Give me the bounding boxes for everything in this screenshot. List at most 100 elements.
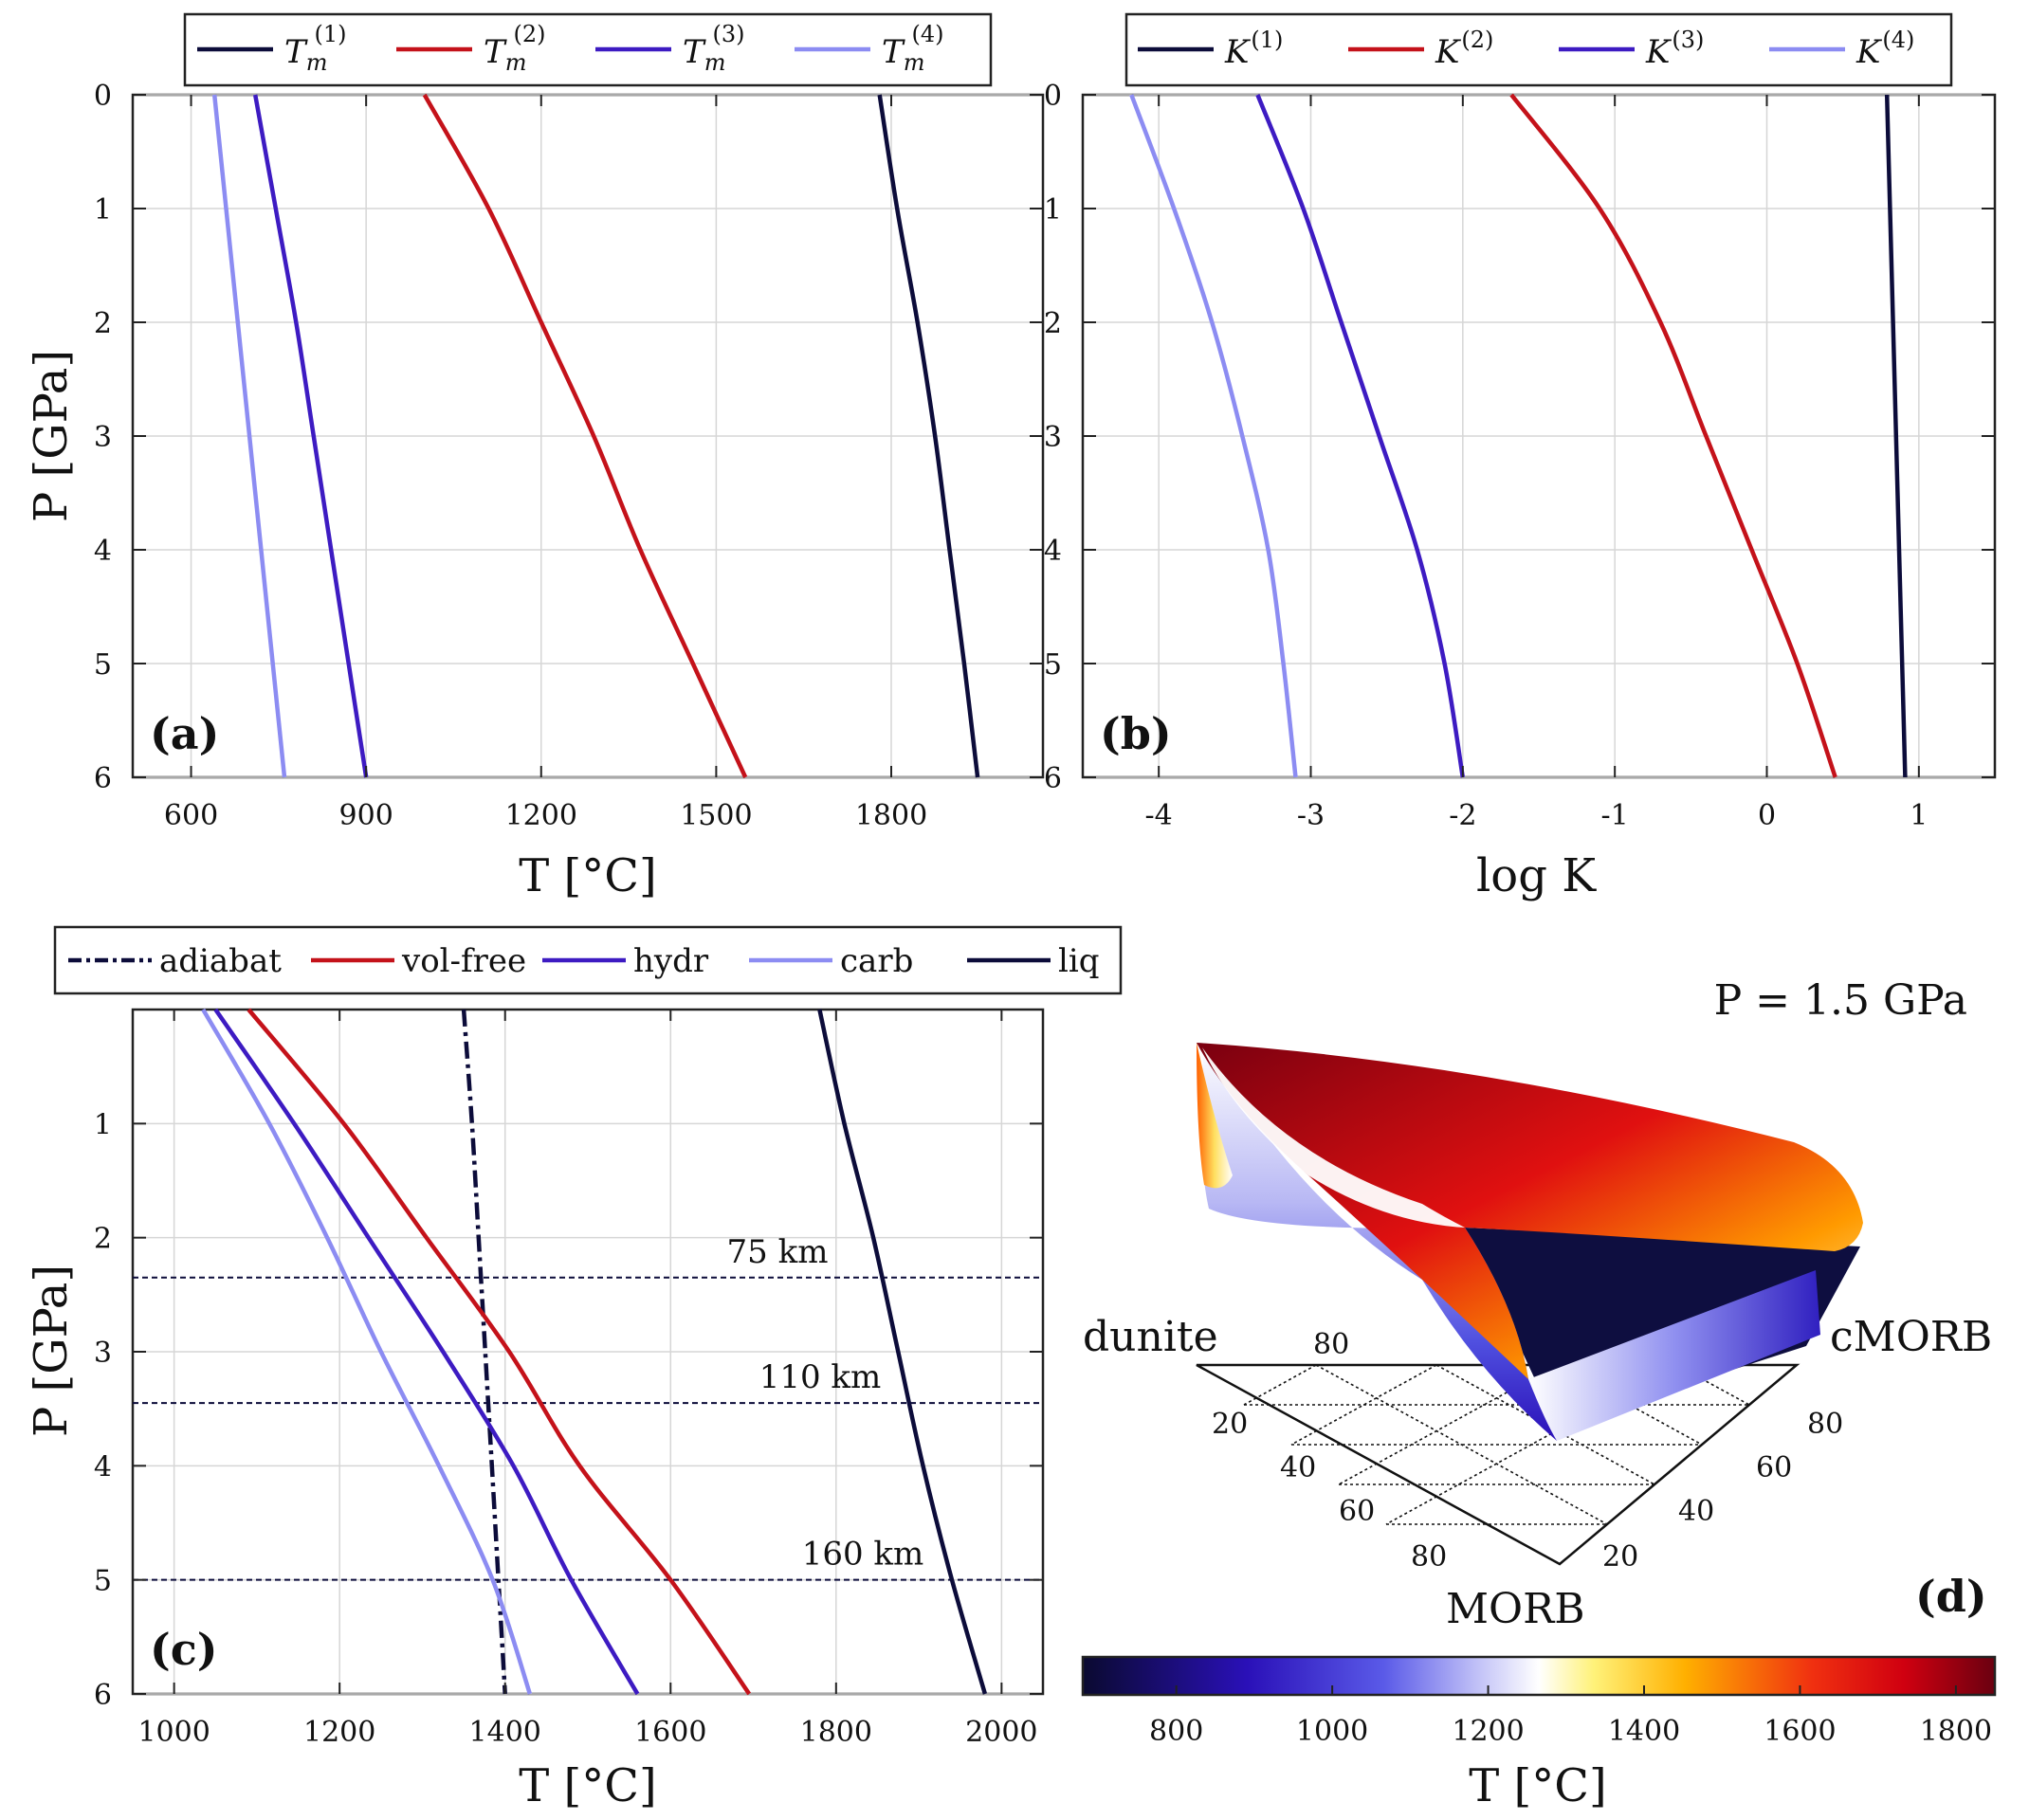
ternary-tick-left-20: 20: [1212, 1408, 1248, 1441]
panel-c-series: [201, 1008, 988, 1696]
colorbar-tick-label: 800: [1149, 1715, 1203, 1748]
panel-a-letter: (a): [150, 708, 219, 759]
panel-a-series: [211, 93, 980, 778]
y-tick-label: 0: [1044, 80, 1062, 113]
panel-c-letter: (c): [150, 1624, 218, 1675]
y-tick-label: 3: [94, 1337, 112, 1370]
depth-label: 110 km: [759, 1358, 882, 1396]
surface-left-edge: [1197, 1043, 1233, 1189]
series-line: [247, 1008, 752, 1696]
colorbar-tick-label: 1200: [1452, 1715, 1524, 1748]
legend-entry: K(4): [1855, 27, 1914, 71]
y-tick-label: 3: [1044, 421, 1062, 454]
legend-entry: Tm(3): [683, 21, 744, 76]
ternary-tick-top-80: 80: [1313, 1328, 1349, 1361]
series-line: [817, 1009, 988, 1695]
panel-c-legend: adiabat vol-free hydr carb liq: [53, 925, 1123, 995]
panel-c-legend-box: [53, 925, 1123, 995]
panel-b-ticks: -4 -3 -2 -1 0 1 0 1 2 3 4 5 6: [1044, 80, 1995, 832]
ternary-vertex-dunite: dunite: [1083, 1313, 1218, 1361]
ternary-vertex-cmorb: cMORB: [1830, 1313, 1992, 1361]
surface-left-side: [1200, 1043, 1557, 1441]
colorbar: 800 1000 1200 1400 1600 1800 T [°C]: [1081, 1655, 1997, 1812]
panel-c-y-axis-label: P [GPa]: [25, 1265, 78, 1437]
panel-b-letter: (b): [1100, 708, 1172, 759]
panel-a: 600 900 1200 1500 1800 0 1 2 3 4 5 6 T [°C] P [GPa]…: [25, 12, 1045, 902]
x-tick-label: 1800: [800, 1716, 872, 1749]
y-tick-label: 4: [1044, 535, 1062, 568]
colorbar-tick-label: 1600: [1764, 1715, 1836, 1748]
panel-b-x-axis-label: log K: [1476, 849, 1597, 902]
x-tick-label: 1200: [303, 1716, 375, 1749]
legend-entry: K(3): [1645, 27, 1704, 71]
x-tick-label: 600: [164, 799, 218, 832]
panel-b-series: [1129, 93, 1908, 778]
panel-c-depth-lines: 75 km 110 km 160 km: [133, 1233, 1043, 1581]
y-tick-label: 6: [1044, 762, 1062, 795]
colorbar-gradient: [1081, 1655, 1997, 1697]
x-tick-label: 0: [1758, 799, 1776, 832]
x-tick-label: -4: [1145, 799, 1173, 832]
y-tick-label: 4: [94, 1450, 112, 1483]
ternary-vertex-morb: MORB: [1446, 1585, 1585, 1633]
colorbar-label: T [°C]: [1469, 1759, 1606, 1812]
ternary-tick-right-20: 20: [1602, 1540, 1638, 1574]
legend-entry: liq: [1058, 942, 1100, 980]
series-line: [201, 1008, 533, 1695]
panel-c-ticks: 1000 1200 1400 1600 1800 2000 1 2 3 4 5 6: [94, 1010, 1043, 1749]
series-line: [877, 94, 980, 778]
x-tick-label: 1800: [855, 799, 927, 832]
ternary-tick-right-40: 40: [1678, 1495, 1714, 1528]
x-tick-label: 1: [1910, 799, 1928, 832]
y-tick-label: 0: [94, 80, 112, 113]
y-tick-label: 3: [94, 421, 112, 454]
legend-entry: Tm(1): [284, 21, 346, 76]
legend-entry: adiabat: [159, 942, 282, 980]
panel-a-legend: Tm(1) Tm(2) Tm(3) Tm(4): [183, 12, 993, 87]
x-tick-label: 1500: [680, 799, 752, 832]
panel-a-ticks: 600 900 1200 1500 1800 0 1 2 3 4 5 6: [94, 80, 1043, 832]
x-tick-label: -1: [1601, 799, 1629, 832]
ternary-tick-right-60: 60: [1756, 1451, 1792, 1484]
ternary-tick-left-60: 60: [1339, 1495, 1375, 1528]
legend-entry: carb: [840, 942, 913, 980]
ternary-tick-left-80: 80: [1411, 1540, 1447, 1574]
ternary-tick-right-80: 80: [1807, 1408, 1843, 1441]
ternary-grid: [1243, 1364, 1750, 1525]
panel-c-x-axis-label: T [°C]: [519, 1759, 656, 1812]
x-tick-label: 1400: [469, 1716, 541, 1749]
panel-d-pressure-annotation: P = 1.5 GPa: [1714, 976, 1967, 1025]
x-tick-label: 2000: [965, 1716, 1037, 1749]
y-tick-label: 6: [94, 762, 112, 795]
colorbar-tick-label: 1000: [1296, 1715, 1368, 1748]
colorbar-ticks: 800 1000 1200 1400 1600 1800: [1149, 1685, 1992, 1748]
panel-b-legend: K(1) K(2) K(3) K(4): [1124, 12, 1953, 87]
surface-front-face: [1528, 1270, 1820, 1441]
legend-entry: K(2): [1435, 27, 1493, 71]
series-line: [211, 94, 287, 778]
series-line: [1255, 94, 1466, 778]
panel-a-grid: [133, 94, 1043, 778]
y-tick-label: 4: [94, 535, 112, 568]
y-tick-label: 6: [94, 1679, 112, 1712]
y-tick-label: 5: [94, 1565, 112, 1598]
panel-b-grid: [1083, 94, 1995, 778]
series-line: [461, 1009, 507, 1695]
x-tick-label: 1600: [634, 1716, 706, 1749]
x-tick-label: -2: [1449, 799, 1476, 832]
series-line: [213, 1008, 640, 1696]
y-tick-label: 1: [1044, 193, 1062, 227]
legend-entry: Tm(4): [882, 21, 943, 76]
y-tick-label: 1: [94, 1108, 112, 1141]
y-tick-label: 2: [94, 1223, 112, 1256]
panel-b: -4 -3 -2 -1 0 1 0 1 2 3 4 5 6 log K (b) K(1) K(2) K(3)…: [1044, 12, 1997, 902]
x-tick-label: 900: [339, 799, 393, 832]
y-tick-label: 5: [94, 648, 112, 682]
series-line: [252, 94, 369, 778]
surface-top: [1197, 1043, 1863, 1379]
series-line: [1129, 94, 1298, 778]
melting-surface: [1197, 1043, 1863, 1441]
series-line: [1509, 93, 1837, 778]
panel-d-letter: (d): [1915, 1571, 1987, 1622]
